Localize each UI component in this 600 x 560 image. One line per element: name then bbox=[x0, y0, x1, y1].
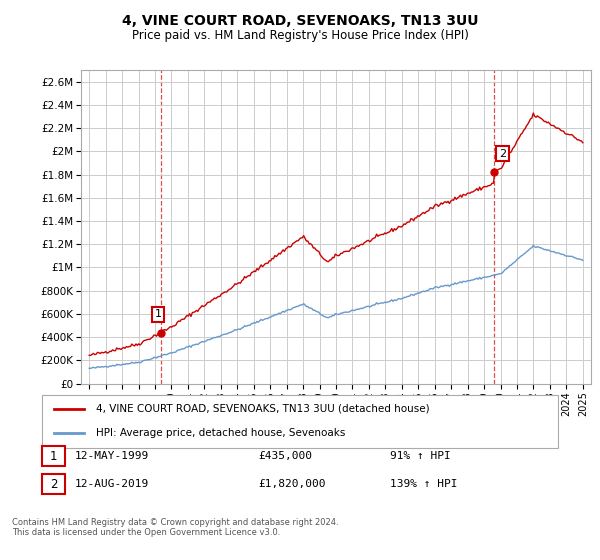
Text: 139% ↑ HPI: 139% ↑ HPI bbox=[390, 479, 457, 489]
Text: 1: 1 bbox=[154, 310, 161, 320]
Text: £1,820,000: £1,820,000 bbox=[258, 479, 325, 489]
Text: 4, VINE COURT ROAD, SEVENOAKS, TN13 3UU (detached house): 4, VINE COURT ROAD, SEVENOAKS, TN13 3UU … bbox=[96, 404, 430, 414]
Text: Contains HM Land Registry data © Crown copyright and database right 2024.
This d: Contains HM Land Registry data © Crown c… bbox=[12, 518, 338, 538]
Text: 1: 1 bbox=[50, 450, 57, 463]
Text: 2: 2 bbox=[499, 148, 506, 158]
Text: 12-MAY-1999: 12-MAY-1999 bbox=[75, 451, 149, 461]
Text: HPI: Average price, detached house, Sevenoaks: HPI: Average price, detached house, Seve… bbox=[96, 428, 346, 438]
Text: Price paid vs. HM Land Registry's House Price Index (HPI): Price paid vs. HM Land Registry's House … bbox=[131, 29, 469, 42]
Text: 4, VINE COURT ROAD, SEVENOAKS, TN13 3UU: 4, VINE COURT ROAD, SEVENOAKS, TN13 3UU bbox=[122, 14, 478, 28]
Text: 91% ↑ HPI: 91% ↑ HPI bbox=[390, 451, 451, 461]
Text: 2: 2 bbox=[50, 478, 57, 491]
Text: £435,000: £435,000 bbox=[258, 451, 312, 461]
Text: 12-AUG-2019: 12-AUG-2019 bbox=[75, 479, 149, 489]
